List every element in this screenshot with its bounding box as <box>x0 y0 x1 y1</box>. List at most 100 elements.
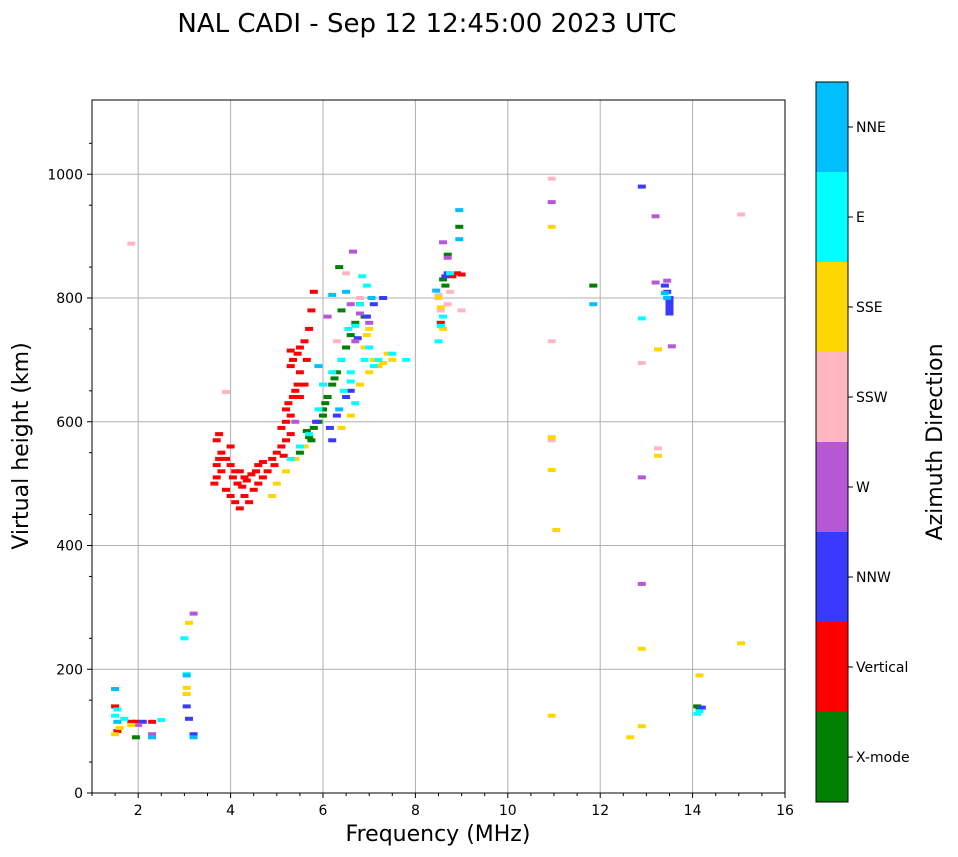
data-point <box>439 277 448 282</box>
chart-title: NAL CADI - Sep 12 12:45:00 2023 UTC <box>177 9 676 39</box>
data-point <box>249 487 258 492</box>
data-point <box>279 453 288 458</box>
data-point <box>309 289 318 294</box>
y-tick-label: 800 <box>56 291 83 307</box>
data-point <box>737 212 746 217</box>
data-point <box>189 732 198 737</box>
data-point <box>365 370 374 375</box>
data-point <box>254 481 263 486</box>
y-axis: 0 200 400 600 800 1000 <box>47 142 92 802</box>
data-point <box>547 176 556 181</box>
data-point <box>332 370 341 375</box>
data-point <box>277 425 286 430</box>
data-point <box>356 296 364 300</box>
data-point <box>455 237 464 242</box>
data-point <box>439 326 448 331</box>
data-point <box>383 351 392 356</box>
data-points <box>111 176 746 740</box>
data-point <box>360 345 369 350</box>
data-point <box>226 463 235 468</box>
colorbar-segment <box>816 532 848 622</box>
data-point <box>131 735 140 740</box>
data-point <box>637 646 646 651</box>
data-point <box>295 395 304 399</box>
data-point <box>351 339 360 344</box>
data-point <box>328 438 337 443</box>
data-point <box>337 425 346 430</box>
data-point <box>289 357 297 362</box>
y-tick-label: 600 <box>56 415 83 431</box>
data-point <box>443 252 452 257</box>
data-point <box>148 732 157 737</box>
data-point <box>293 382 302 387</box>
data-point <box>436 323 445 328</box>
colorbar-label: X-mode <box>856 750 910 766</box>
data-point <box>182 692 191 696</box>
data-point <box>286 364 295 369</box>
data-point <box>358 274 367 279</box>
data-point <box>547 200 556 205</box>
data-point <box>637 316 646 321</box>
data-point <box>252 469 260 474</box>
data-point <box>457 272 466 277</box>
data-point <box>436 308 445 313</box>
data-point <box>120 716 129 721</box>
data-point <box>312 419 321 424</box>
data-point <box>291 419 300 424</box>
data-point <box>328 370 337 375</box>
x-axis: 2 4 6 8 10 12 14 16 <box>91 793 794 819</box>
data-point <box>286 413 295 418</box>
x-tick-label: 2 <box>134 803 143 819</box>
data-point <box>295 450 304 455</box>
data-point <box>637 361 646 365</box>
data-point <box>286 456 295 461</box>
data-point <box>432 288 441 293</box>
colorbar: X-mode Vertical NNW W SSW SSE E NNE <box>815 81 910 803</box>
data-point <box>342 289 351 294</box>
data-point <box>369 364 378 369</box>
data-point <box>374 364 383 369</box>
data-point <box>441 283 450 288</box>
data-point <box>258 460 267 464</box>
data-point <box>235 469 244 474</box>
data-point <box>365 345 374 350</box>
data-point <box>210 481 219 486</box>
y-tick-label: 1000 <box>47 167 83 183</box>
data-point <box>356 302 364 307</box>
colorbar-label: E <box>856 210 865 226</box>
data-point <box>362 333 371 338</box>
series-sse <box>111 224 746 740</box>
data-point <box>332 339 341 344</box>
colorbar-title: Azimuth Direction <box>923 343 948 540</box>
data-point <box>344 326 353 331</box>
data-point <box>552 528 561 532</box>
data-point <box>362 283 371 288</box>
series-e <box>111 271 704 722</box>
data-point <box>637 184 646 189</box>
data-point <box>302 429 311 433</box>
data-point <box>626 735 635 740</box>
data-point <box>351 401 360 406</box>
data-point <box>589 283 598 288</box>
data-point <box>284 401 293 406</box>
data-point <box>547 468 556 472</box>
data-point <box>651 280 660 285</box>
data-point <box>346 333 355 338</box>
data-point <box>131 719 140 724</box>
data-point <box>319 407 327 412</box>
data-point <box>379 296 388 300</box>
data-point <box>228 475 237 480</box>
data-point <box>446 289 455 294</box>
data-point <box>697 705 706 710</box>
colorbar-segment <box>816 712 848 802</box>
data-point <box>439 314 448 319</box>
data-point <box>148 719 157 724</box>
data-point <box>180 636 189 641</box>
data-point <box>245 500 254 505</box>
data-point <box>589 302 598 307</box>
data-point <box>455 224 464 229</box>
data-point <box>212 463 221 468</box>
data-point <box>547 435 556 440</box>
data-point <box>212 438 221 443</box>
y-tick-label: 0 <box>74 786 83 802</box>
